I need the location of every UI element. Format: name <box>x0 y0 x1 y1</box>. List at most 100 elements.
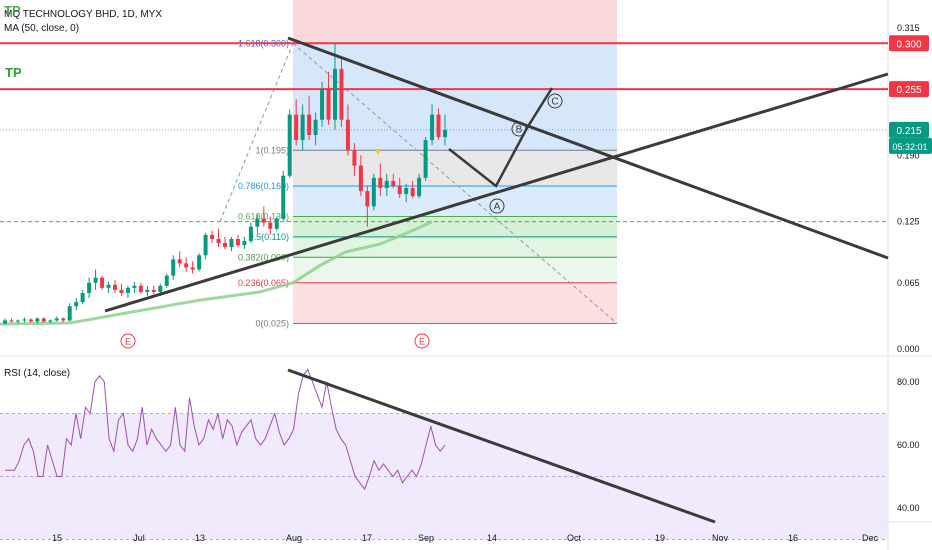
candle-body <box>391 180 396 186</box>
candle-body <box>74 302 79 307</box>
candle-body <box>223 243 227 248</box>
candle-body <box>67 306 72 321</box>
countdown-badge <box>889 137 932 154</box>
fib-level-label: 0.382(0.090) <box>238 252 289 262</box>
candle-body <box>145 289 150 292</box>
rsi-line <box>5 368 446 491</box>
candle-body <box>61 318 66 321</box>
candle-body <box>210 234 215 239</box>
candle-body <box>229 238 234 248</box>
candle-body <box>80 292 85 303</box>
candle-body <box>326 89 331 120</box>
price-tick-label: 0.125 <box>897 217 920 227</box>
price-tick-label: 0.000 <box>897 344 920 354</box>
fib-zone <box>293 236 617 258</box>
fib-level-label: 0.5(0.110) <box>249 232 289 242</box>
countdown-label: 05:32:01 <box>892 142 927 152</box>
fib-level-label: 0.236(0.065) <box>238 278 289 288</box>
price-tick-label: 0.190 <box>897 150 920 160</box>
fib-level-label: 0.786(0.160) <box>238 181 289 191</box>
abc-wave-path <box>448 87 554 188</box>
candle-body <box>365 191 370 207</box>
fib-zone <box>293 185 617 217</box>
fib-zone <box>293 216 617 237</box>
candle-body <box>190 267 195 270</box>
candle-body <box>216 238 221 244</box>
rsi-trendline <box>287 368 716 524</box>
candle-body <box>268 222 273 229</box>
fib-zone <box>293 282 617 324</box>
wave-label-b: B <box>511 121 527 137</box>
trend-drawings[interactable]: A B C E E <box>104 36 889 349</box>
fib-zone-top <box>293 0 617 44</box>
candle-body <box>404 187 409 195</box>
candle-body <box>28 319 33 322</box>
svg-text:A: A <box>494 202 501 213</box>
candle-body <box>125 287 130 293</box>
time-tick-label: 17 <box>362 533 372 543</box>
time-axis[interactable]: 15 Jul 13 Aug 17 Sep 14 Oct 19 Nov 16 Dec <box>52 533 879 543</box>
price-level-badge <box>889 81 929 98</box>
candle-body <box>300 114 305 141</box>
candle-body <box>371 177 376 207</box>
candle-body <box>242 240 247 246</box>
time-tick-label: 15 <box>52 533 62 543</box>
price-level-badge-label: 0.255 <box>896 85 921 96</box>
fibonacci-retracement[interactable]: 1.618(0.300)1(0.195)0.786(0.160)0.618(0.… <box>219 0 618 329</box>
price-tick-label: 0.315 <box>897 23 920 33</box>
candle-body <box>261 218 266 223</box>
rsi-tick-label: 80.00 <box>897 377 920 387</box>
time-tick-label: Jul <box>133 533 145 543</box>
candle-body <box>313 119 318 135</box>
tp-label-top: TP <box>4 3 21 18</box>
time-tick-label: Dec <box>862 533 879 543</box>
time-tick-label: Aug <box>286 533 302 543</box>
earnings-marker-icon[interactable]: E <box>414 333 430 349</box>
candle-body <box>339 68 344 120</box>
svg-text:C: C <box>551 97 558 108</box>
candle-body <box>48 320 53 322</box>
candle-body <box>397 185 402 195</box>
dividend-marker-icon <box>375 149 381 155</box>
rsi-tick-label: 60.00 <box>897 440 920 450</box>
candle-body <box>320 89 325 120</box>
candle-body <box>294 114 299 141</box>
last-price-badge <box>889 121 929 138</box>
svg-text:B: B <box>516 125 523 136</box>
candle-body <box>151 289 156 292</box>
rsi-pane: 80.00 60.00 40.00 <box>0 368 920 540</box>
wave-label-a: A <box>489 198 505 214</box>
candle-body <box>333 68 337 120</box>
candle-body <box>384 180 389 188</box>
rsi-tick-label: 40.00 <box>897 503 920 513</box>
earnings-marker-icon[interactable]: E <box>120 333 136 349</box>
tp-label: TP <box>5 65 22 80</box>
ma-legend: MA (50, close, 0) <box>4 23 80 34</box>
time-tick-label: 19 <box>655 533 665 543</box>
candle-body <box>132 285 137 288</box>
candle-body <box>106 284 111 288</box>
candle-body <box>423 140 428 178</box>
price-level-badge-label: 0.300 <box>896 39 921 50</box>
candle-body <box>164 275 169 286</box>
fib-level-label: 0(0.025) <box>255 319 289 329</box>
time-tick-label: 14 <box>487 533 497 543</box>
candle-body <box>281 175 286 219</box>
candle-body <box>430 114 435 141</box>
candle-body <box>177 259 182 264</box>
candle-body <box>158 285 163 292</box>
candle-body <box>287 114 292 176</box>
candle-body <box>248 226 253 241</box>
candle-body <box>138 285 143 292</box>
candle-body <box>436 114 441 138</box>
wave-label-c: C <box>547 93 563 109</box>
last-price-label: 0.215 <box>896 126 921 137</box>
price-level-badge <box>889 35 929 52</box>
candle-body <box>15 320 20 322</box>
time-tick-label: 16 <box>788 533 798 543</box>
candle-body <box>443 129 447 138</box>
candle-body <box>119 289 124 293</box>
candlestick-series <box>3 43 447 325</box>
time-tick-label: 13 <box>195 533 205 543</box>
